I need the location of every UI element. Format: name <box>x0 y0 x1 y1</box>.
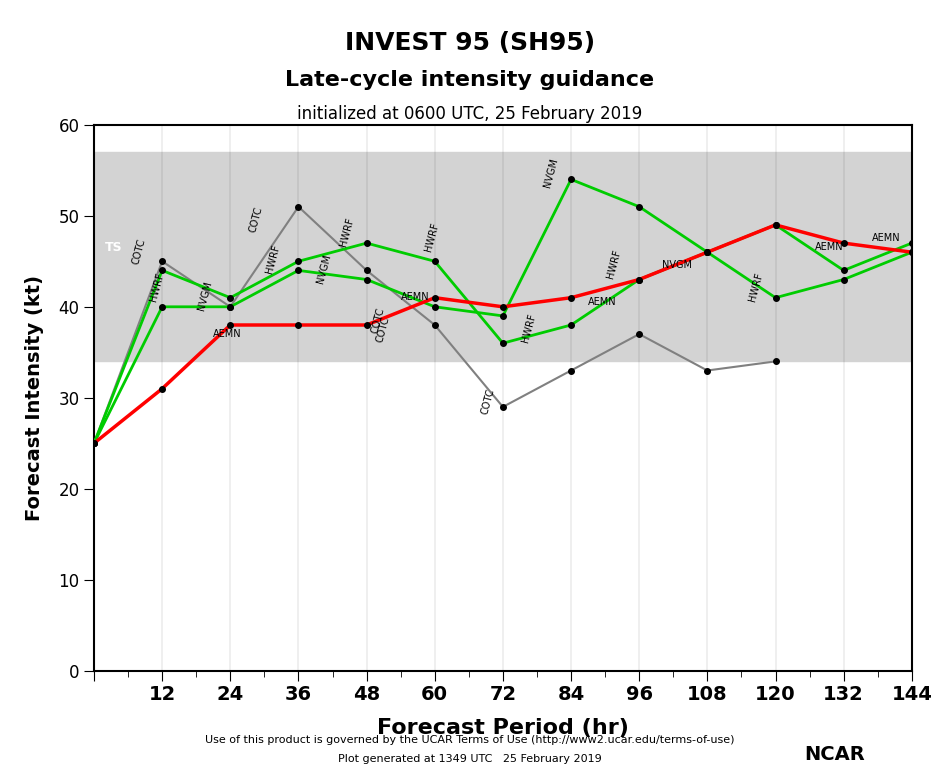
Bar <box>94 152 912 361</box>
Text: HWRF: HWRF <box>520 312 538 343</box>
Text: AEMN: AEMN <box>588 297 617 307</box>
Text: AEMN: AEMN <box>400 292 430 303</box>
Text: NVGM: NVGM <box>316 253 333 284</box>
Text: Late-cycle intensity guidance: Late-cycle intensity guidance <box>286 70 654 90</box>
Text: COTC: COTC <box>247 206 264 234</box>
Text: NVGM: NVGM <box>196 280 213 311</box>
Text: HWRF: HWRF <box>423 221 441 252</box>
Text: INVEST 95 (SH95): INVEST 95 (SH95) <box>345 31 595 55</box>
Text: NVGM: NVGM <box>662 261 692 271</box>
Text: HWRF: HWRF <box>148 271 165 303</box>
Text: HWRF: HWRF <box>338 217 355 248</box>
Text: AEMN: AEMN <box>815 243 844 252</box>
Y-axis label: Forecast Intensity (kt): Forecast Intensity (kt) <box>25 275 44 521</box>
Text: COTC: COTC <box>369 306 386 334</box>
Text: COTC: COTC <box>480 388 496 416</box>
Text: COTC: COTC <box>131 238 148 266</box>
Text: HWRF: HWRF <box>747 271 764 303</box>
X-axis label: Forecast Period (hr): Forecast Period (hr) <box>377 718 629 739</box>
Text: COTC: COTC <box>375 315 392 343</box>
Text: HWRF: HWRF <box>605 248 622 279</box>
Text: AEMN: AEMN <box>872 233 901 243</box>
Text: TS: TS <box>105 241 123 254</box>
Text: HWRF: HWRF <box>264 244 282 275</box>
Text: NVGM: NVGM <box>542 157 560 189</box>
Text: AEMN: AEMN <box>213 328 242 339</box>
Text: Plot generated at 1349 UTC   25 February 2019: Plot generated at 1349 UTC 25 February 2… <box>338 754 602 764</box>
Text: initialized at 0600 UTC, 25 February 2019: initialized at 0600 UTC, 25 February 201… <box>297 105 643 123</box>
Text: NCAR: NCAR <box>804 746 865 764</box>
Text: Use of this product is governed by the UCAR Terms of Use (http://www2.ucar.edu/t: Use of this product is governed by the U… <box>205 735 735 745</box>
